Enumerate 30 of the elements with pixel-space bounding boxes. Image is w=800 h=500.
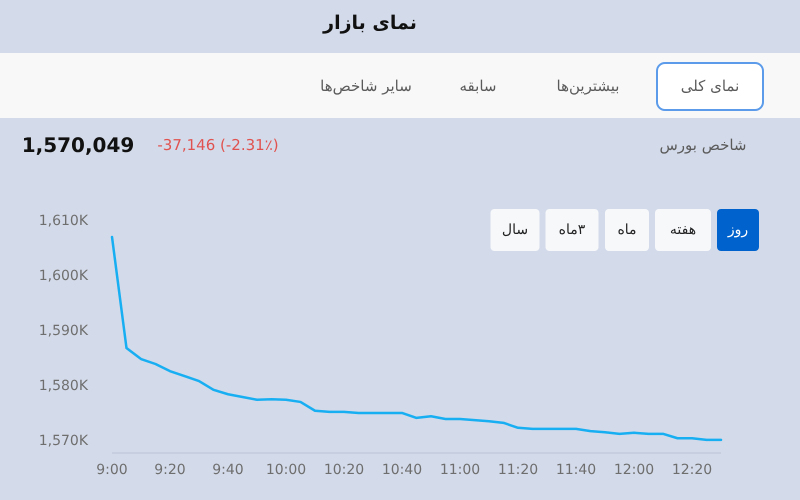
x-tick-label: 11:20 xyxy=(498,462,538,478)
text: نمای کلی xyxy=(680,77,740,95)
text: سابقه xyxy=(460,77,496,95)
text: 1,570,049 xyxy=(22,133,134,157)
text: روز xyxy=(726,222,748,238)
x-tick-label: 9:20 xyxy=(154,462,186,478)
y-tick-label: 1,580K xyxy=(38,378,89,394)
x-tick-label: 11:00 xyxy=(440,462,480,478)
y-tick-label: 1,590K xyxy=(38,323,89,339)
y-tick-label: 1,600K xyxy=(38,268,89,284)
text: -37,146 (-2.31٪) xyxy=(157,136,279,154)
annotation: ۳ماه xyxy=(558,222,586,238)
annotation: هفته xyxy=(670,222,696,238)
chart-title: نمای بازار xyxy=(322,12,417,34)
x-tick-label: 10:00 xyxy=(266,462,306,478)
y-tick-label: 1,570K xyxy=(38,433,89,449)
x-tick-label: 9:40 xyxy=(212,462,244,478)
x-tick-label: 9:00 xyxy=(96,462,128,478)
line-series xyxy=(110,236,722,442)
x-tick-label: 10:40 xyxy=(382,462,422,478)
text: سایر شاخص‌ها xyxy=(320,77,412,95)
text: شاخص بورس xyxy=(659,136,747,154)
x-tick-label: 12:00 xyxy=(614,462,654,478)
text: بیشترین‌ها xyxy=(556,77,620,95)
y-tick-label: 1,610K xyxy=(38,213,89,229)
x-tick-label: 11:40 xyxy=(556,462,596,478)
annotation: ماه xyxy=(617,222,637,238)
x-tick-label: 10:20 xyxy=(324,462,364,478)
annotation: سال xyxy=(502,222,528,238)
x-tick-label: 12:20 xyxy=(672,462,712,478)
